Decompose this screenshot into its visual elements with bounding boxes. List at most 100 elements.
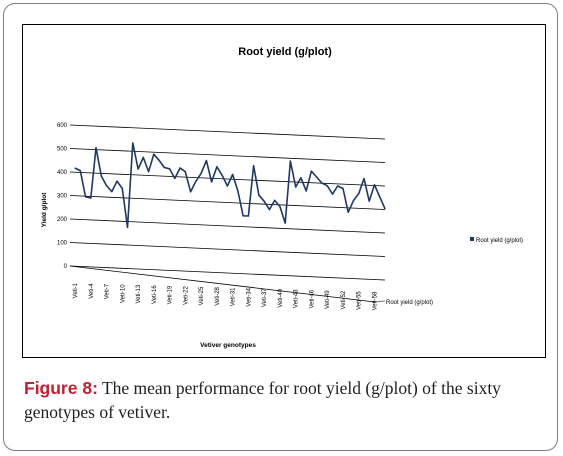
y-tick-label: 300 (57, 194, 68, 200)
data-point (274, 199, 276, 201)
data-point (200, 172, 202, 174)
figure-frame: Root yield (g/plot) Yield g/plot Vetiver… (3, 3, 558, 451)
data-point (368, 200, 370, 202)
x-tick-label: Veti-25 (199, 286, 205, 305)
x-tick-label: Veti-55 (357, 291, 363, 310)
data-point (142, 156, 144, 158)
data-point (126, 226, 129, 228)
data-point (342, 187, 344, 190)
series-line (74, 142, 386, 229)
data-point (184, 171, 186, 173)
data-point (316, 176, 318, 178)
data-point (279, 205, 281, 208)
data-point (268, 209, 270, 211)
x-tick-label: Veti-58 (372, 291, 378, 310)
data-point (300, 177, 302, 179)
data-point (84, 196, 87, 198)
x-tick-label: Veti-10 (120, 284, 126, 303)
gridline (69, 242, 386, 257)
data-point (373, 184, 376, 186)
data-point (195, 180, 197, 182)
data-point (116, 180, 118, 182)
data-point (163, 166, 165, 169)
x-tick-label: Veti-31 (231, 287, 237, 306)
caption-text: The mean performance for root yield (g/p… (24, 378, 501, 422)
x-axis-label: Vetiver genotypes (200, 342, 256, 349)
data-point (79, 170, 81, 172)
data-point (253, 165, 255, 167)
data-point (100, 175, 102, 177)
data-point (263, 200, 265, 202)
x-tick-label: Veti-28 (215, 286, 221, 305)
legend-swatch (470, 237, 474, 241)
data-point (363, 178, 365, 180)
gridline (69, 171, 386, 187)
data-point (289, 160, 291, 162)
x-tick-label: Veti-22 (183, 286, 189, 305)
x-tick-label: Veti-16 (152, 285, 158, 304)
data-point (190, 191, 192, 193)
line-chart: Root yield (g/plot) Yield g/plot Vetiver… (41, 46, 523, 349)
data-point (258, 194, 260, 196)
data-point (384, 208, 386, 210)
gridline (69, 148, 386, 163)
data-point (305, 190, 307, 192)
x-tick-label: Veti-1 (73, 282, 79, 298)
depth-series-name: Root yield (g/plot) (386, 300, 433, 306)
floor-edge (69, 265, 376, 303)
data-point (205, 160, 207, 162)
data-point (148, 171, 150, 173)
data-point (111, 191, 113, 193)
data-point (153, 153, 155, 155)
y-axis-label: Yield g/plot (41, 192, 48, 228)
data-point (295, 186, 297, 188)
gridline (69, 218, 386, 234)
caption-label: Figure 8: (24, 378, 98, 398)
x-tick-label: Veti-37 (262, 288, 268, 307)
series-group (74, 142, 386, 229)
chart-area: Root yield (g/plot) Yield g/plot Vetiver… (22, 24, 546, 358)
data-point (95, 147, 97, 149)
data-point (137, 168, 139, 170)
data-point (310, 170, 312, 172)
y-tick-label: 100 (57, 241, 68, 247)
x-tick-label: Veti-34 (246, 287, 252, 306)
data-point (169, 168, 171, 170)
data-point (121, 187, 123, 190)
x-tick-label: Veti-46 (309, 289, 315, 308)
data-point (211, 181, 213, 183)
data-point (105, 185, 108, 187)
chart-title: Root yield (g/plot) (238, 46, 332, 58)
data-point (337, 185, 339, 187)
data-point (90, 197, 92, 199)
data-point (232, 173, 234, 175)
x-tick-label: Veti-4 (89, 283, 95, 299)
data-point (321, 182, 323, 184)
y-axis-ticks: 0 100 200 300 400 500 600 (57, 123, 68, 270)
y-tick-label: 500 (57, 147, 68, 153)
data-point (74, 167, 76, 169)
data-point (179, 167, 181, 169)
legend: Root yield (g/plot) (470, 237, 523, 244)
depth-series-marker (374, 300, 386, 303)
x-axis-ticks: Veti-1 Veti-4 Veti-7 Veti-10 Veti-13 Veti-16 V… (73, 282, 378, 310)
legend-label: Root yield (g/plot) (476, 238, 523, 244)
data-point (358, 193, 360, 195)
data-point (247, 215, 249, 217)
data-point (237, 190, 239, 192)
gridline (69, 195, 386, 210)
x-tick-label: Veti-7 (105, 283, 111, 299)
x-tick-label: Veti-52 (341, 290, 347, 309)
data-point (347, 211, 349, 213)
y-tick-label: 400 (57, 170, 68, 176)
data-point (242, 215, 244, 217)
x-tick-label: Veti-49 (325, 290, 331, 309)
y-tick-label: 0 (64, 264, 68, 270)
data-point (331, 193, 334, 195)
data-point (132, 142, 134, 144)
data-point (174, 177, 176, 179)
x-tick-label: Veti-19 (168, 285, 174, 304)
y-tick-label: 600 (57, 123, 68, 129)
data-point (221, 174, 223, 176)
data-point (326, 185, 328, 187)
